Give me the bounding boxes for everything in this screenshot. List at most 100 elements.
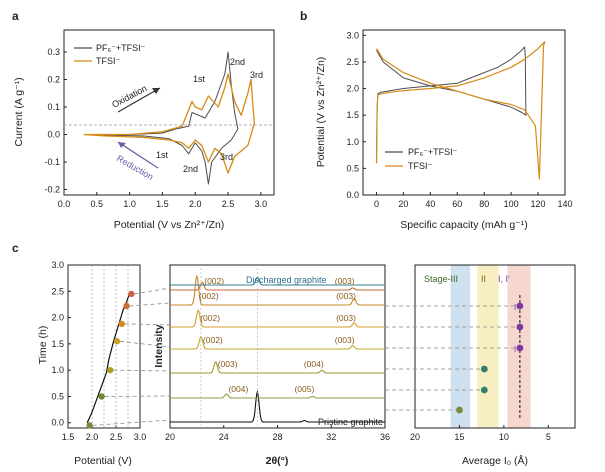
panel-b-xtick-label: 60 — [452, 199, 462, 209]
xrd-peak-label: (003) — [336, 313, 356, 323]
reduction-label: Reduction — [115, 153, 155, 182]
red-peak-3-label: 3rd — [220, 152, 233, 162]
xrd-peak-label: (004) — [228, 384, 248, 394]
panel-c-left-series — [86, 290, 135, 429]
panel-a-ytick-label: 0.0 — [47, 130, 60, 140]
panel-a-label: a — [12, 9, 19, 23]
panel-a-ytick-label: -0.1 — [44, 157, 60, 167]
panel-c-left-ytick-label: 1.5 — [51, 339, 64, 349]
xrd-pattern — [170, 274, 385, 306]
stage-iii-label: Stage-III — [424, 274, 458, 284]
stage-i-label: I, I' — [498, 274, 510, 284]
connector-left — [124, 323, 171, 326]
stage-band — [450, 265, 471, 428]
panel-a-ytick-label: 0.3 — [47, 47, 60, 57]
xrd-peak-label: (002) — [204, 276, 224, 286]
panel-a-ticks: 0.0 0.5 1.0 1.5 2.0 2.5 3.0 -0.2 -0.1 0.0 0.1 0.2 0.… — [44, 47, 267, 209]
panel-b-ticks: 0 20 40 60 80 100 120 140 0.0 0.5 1.0 1.5 2.0 2.5 3.0 — [346, 30, 572, 209]
panel-c-left-ytick-label: 0.0 — [51, 418, 64, 428]
panel-a-xlabel: Potential (V vs Zn²⁺/Zn) — [114, 219, 225, 231]
panel-a-xtick-label: 2.5 — [222, 199, 235, 209]
panel-b-xtick-label: 140 — [557, 199, 572, 209]
panel-b-ytick-label: 2.0 — [346, 84, 359, 94]
xrd-peak-label: (003) — [335, 335, 355, 345]
ox-peak-1-label: 1st — [193, 74, 206, 84]
panel-c-middle-chart: 20 24 28 32 36 Intensity 2θ(°) Discharged gr… — [153, 264, 390, 467]
sampling-point — [86, 422, 93, 429]
ox-peak-2-label: 2nd — [230, 57, 245, 67]
cv-curve-tfsi — [83, 73, 255, 174]
panel-c-left-ylabel: Time (h) — [37, 326, 49, 365]
panel-c-right-xtick-label: 20 — [410, 432, 420, 442]
red-peak-1-label: 1st — [156, 150, 169, 160]
panel-c-right-points — [456, 295, 524, 418]
xrd-peak-label: (002) — [203, 335, 223, 345]
panel-a-ytick-label: 0.2 — [47, 75, 60, 85]
ox-peak-3-label: 3rd — [250, 70, 263, 80]
panel-c-middle-peak-labels: (004) (005) (003) (004) (002) (003) (002) (003)… — [199, 276, 356, 394]
panel-a-ytick-label: 0.1 — [47, 102, 60, 112]
panel-c-right-ticks: 20 15 10 5 — [410, 425, 551, 442]
sampling-point — [113, 338, 121, 345]
xrd-peak-label: (002) — [200, 313, 220, 323]
panel-c-left-ytick-label: 2.5 — [51, 286, 64, 296]
panel-c-middle-xtick-label: 32 — [326, 432, 336, 442]
xrd-peak-label: (002) — [199, 291, 219, 301]
panel-b-xtick-label: 100 — [504, 199, 519, 209]
xrd-peak-label: (003) — [336, 291, 356, 301]
panel-a-ytick-label: -0.2 — [44, 185, 60, 195]
panel-b-xtick-label: 80 — [479, 199, 489, 209]
xrd-pattern — [170, 390, 385, 423]
panel-b-ytick-label: 0.0 — [346, 190, 359, 200]
oxidation-arrow — [117, 87, 161, 113]
panel-c-left-xtick-label: 3.0 — [134, 432, 147, 442]
panel-b-label: b — [300, 9, 307, 23]
panel-c-left-ytick-label: 0.5 — [51, 391, 64, 401]
sampling-point — [98, 393, 105, 400]
sampling-point — [123, 302, 130, 310]
panel-b-ytick-label: 3.0 — [346, 30, 359, 40]
panel-c-left-ytick-label: 3.0 — [51, 260, 64, 270]
interlayer-point — [456, 406, 463, 414]
stage-band — [477, 265, 499, 428]
panel-b-xtick-label: 40 — [425, 199, 435, 209]
panel-b-ytick-label: 0.5 — [346, 163, 359, 173]
panel-c-middle-xtick-label: 20 — [165, 432, 175, 442]
panel-b-legend-pf6: PF₆⁻+TFSI⁻ — [408, 147, 458, 157]
interlayer-point — [516, 344, 524, 352]
panel-a-series — [83, 51, 255, 185]
sampling-point — [107, 366, 114, 374]
panel-a-xtick-label: 2.0 — [189, 199, 202, 209]
connector-left — [129, 302, 171, 307]
panel-a-xtick-label: 3.0 — [255, 199, 268, 209]
interlayer-point — [516, 302, 524, 310]
panel-c-right-xtick-label: 15 — [454, 432, 464, 442]
panel-c-right-xlabel: Average I₀ (Å) — [462, 454, 528, 467]
xrd-pattern — [170, 336, 385, 350]
interlayer-point — [480, 386, 488, 394]
reduction-arrow-head — [118, 142, 126, 148]
stage-ii-label: II — [481, 274, 486, 284]
panel-b-xtick-label: 0 — [374, 199, 379, 209]
panel-c-left-ticks: 1.5 2.0 2.5 3.0 0.0 0.5 1.0 1.5 2.0 2.5 3.0 — [51, 260, 146, 442]
point-label-i: I — [514, 345, 516, 354]
panel-c-middle-ylabel: Intensity — [153, 324, 165, 367]
panel-a-ylabel: Current (A g⁻¹) — [13, 77, 25, 146]
panel-b-ylabel: Potential (V vs Zn²⁺/Zn) — [315, 57, 327, 168]
panel-c-left-ytick-label: 1.0 — [51, 365, 64, 375]
panel-b-series — [375, 41, 546, 180]
panel-b-ytick-label: 1.5 — [346, 110, 359, 120]
panel-c-middle-xtick-label: 24 — [219, 432, 229, 442]
panel-b-ytick-label: 2.5 — [346, 57, 359, 67]
connector-lines — [92, 287, 516, 426]
panel-c-right-xtick-label: 10 — [499, 432, 509, 442]
xrd-peak-label: (004) — [304, 359, 324, 369]
xrd-pattern — [170, 276, 385, 286]
panel-c-middle-xtick-label: 28 — [272, 432, 282, 442]
interlayer-point — [480, 365, 488, 373]
panel-a-xtick-label: 1.0 — [123, 199, 136, 209]
panel-c-left-xtick-label: 2.5 — [110, 432, 123, 442]
xrd-peak-label: (003) — [335, 276, 355, 286]
panel-c-left-xlabel: Potential (V) — [74, 455, 132, 467]
connector-left — [113, 369, 171, 372]
